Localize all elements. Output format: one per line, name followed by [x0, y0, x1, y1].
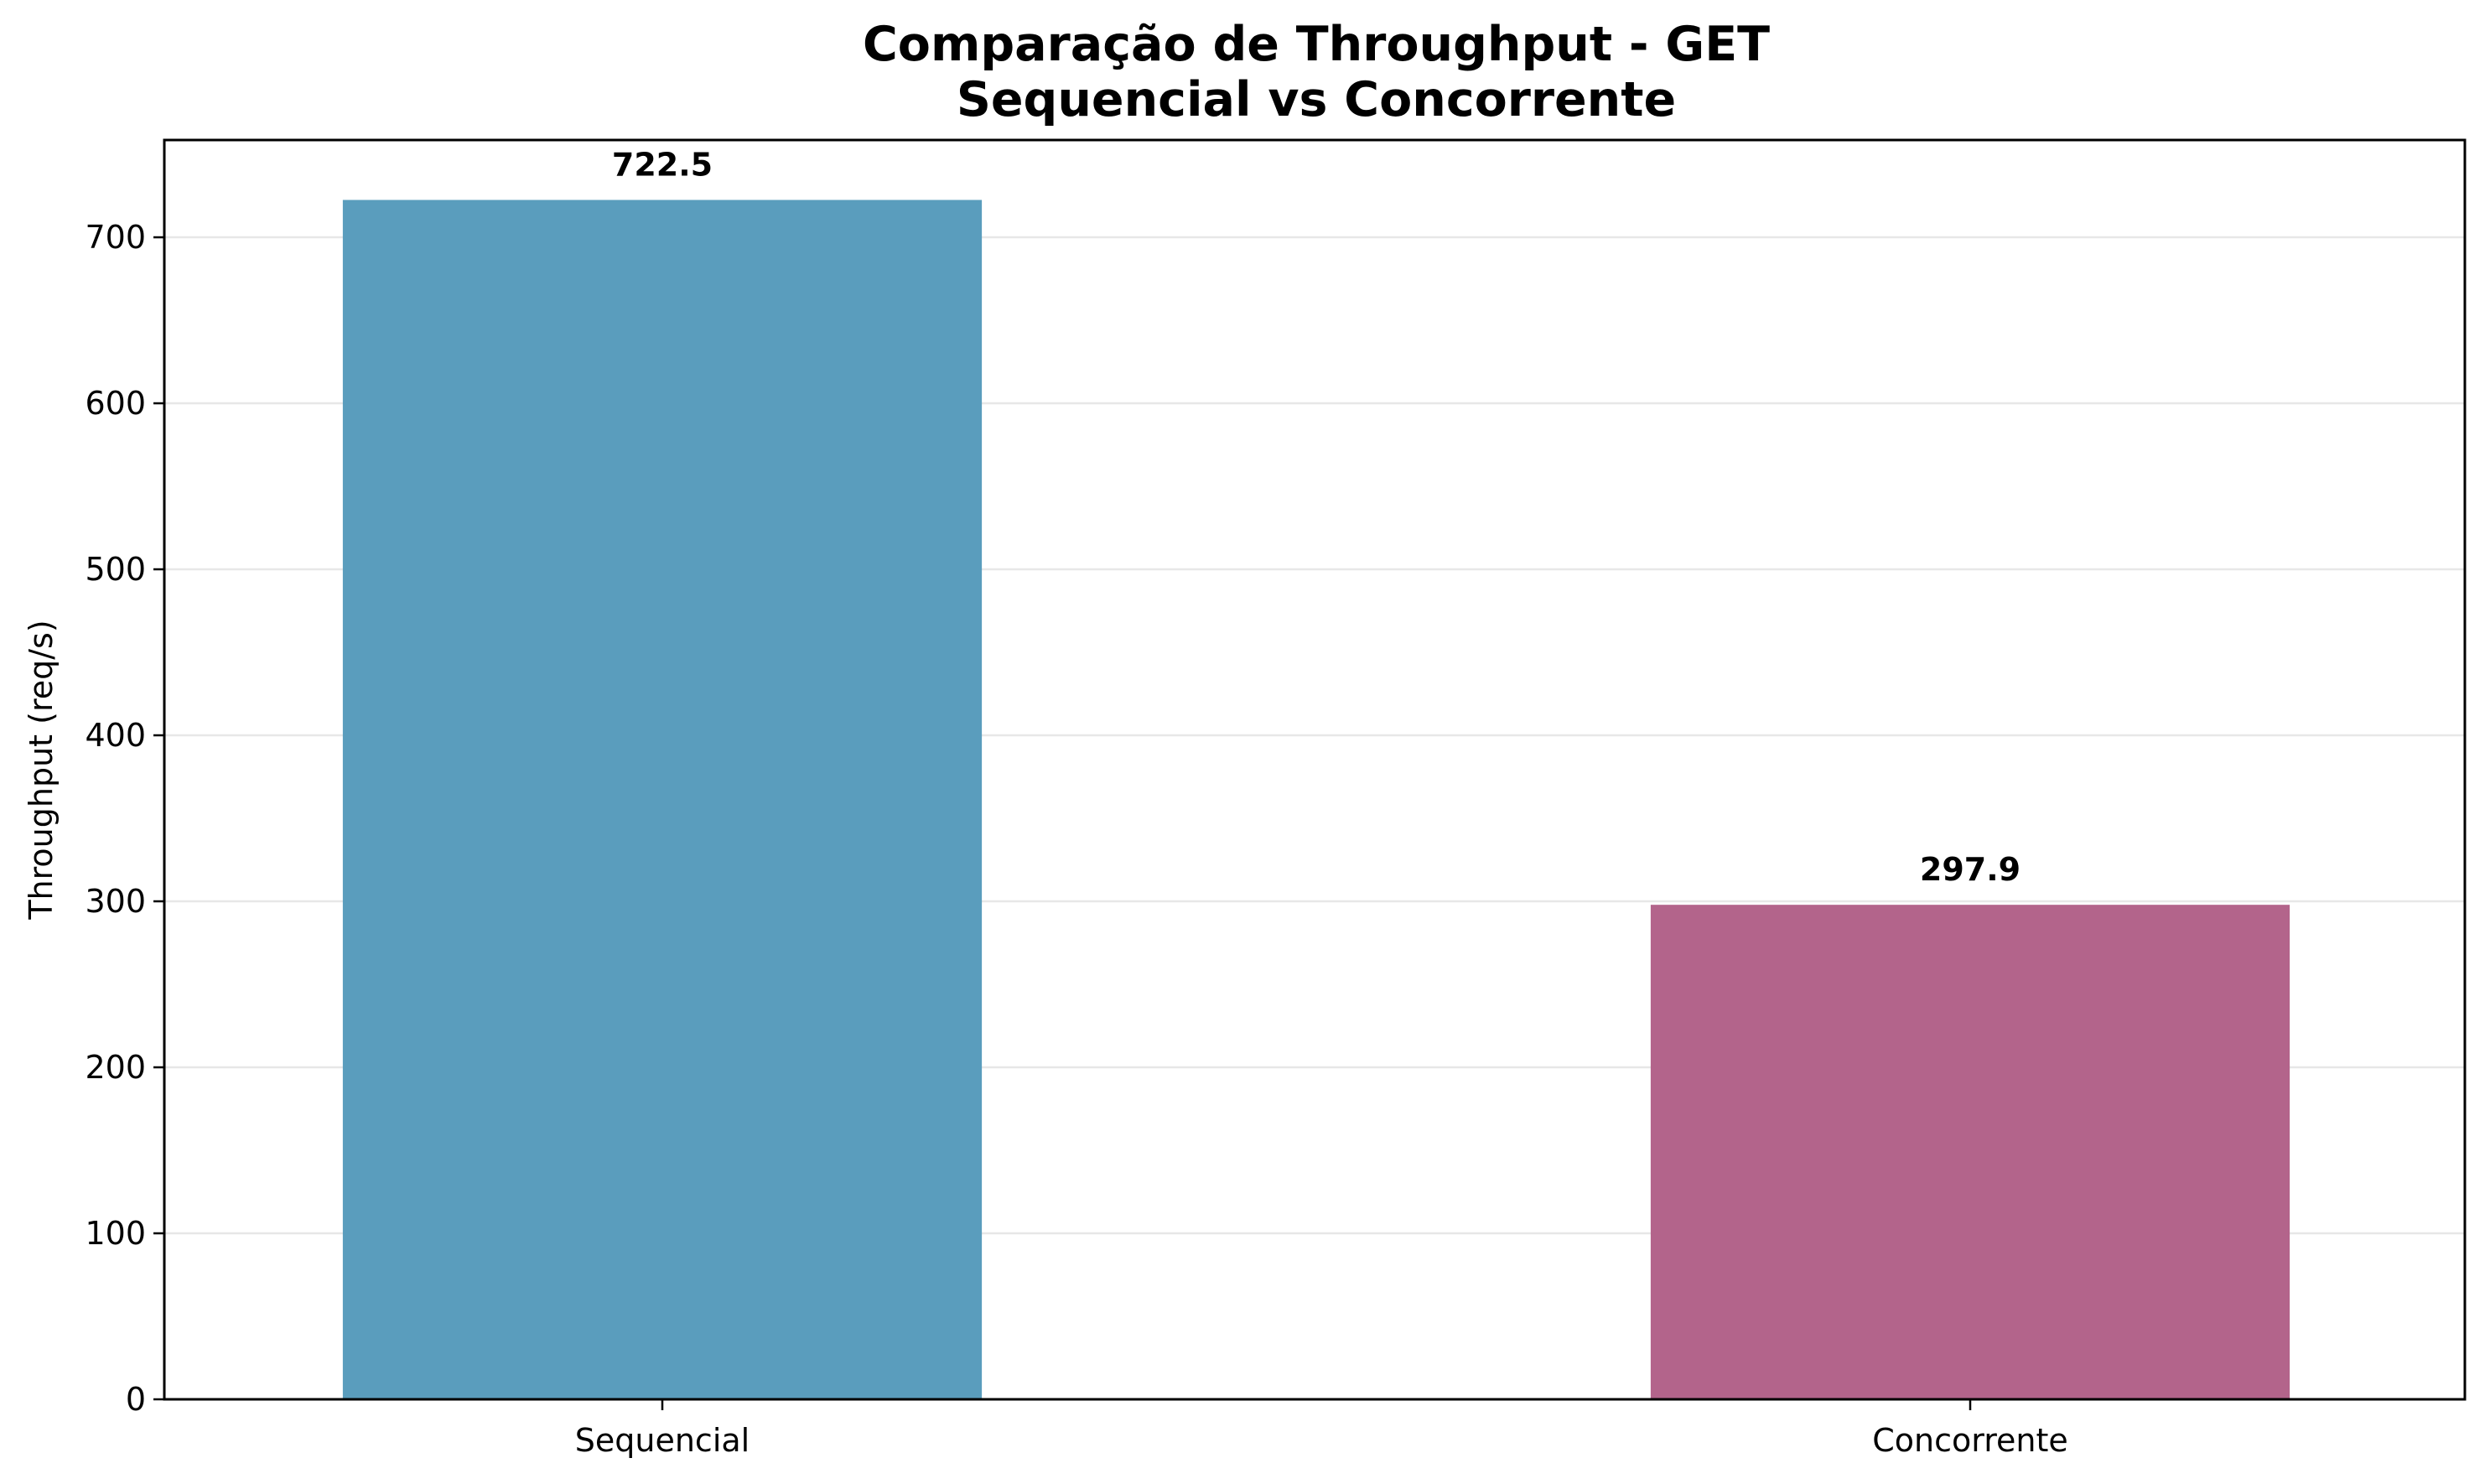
x-tick-label: Concorrente	[1872, 1422, 2068, 1459]
y-tick-label: 700	[85, 219, 146, 256]
y-tick-label: 500	[85, 551, 146, 588]
x-tick-label: Sequencial	[575, 1422, 750, 1459]
bar-value-label: 297.9	[1920, 851, 2021, 888]
bars	[342, 200, 2290, 1399]
y-axis-label: Throughput (req/s)	[23, 620, 60, 920]
plot-area-frame	[163, 138, 2467, 1401]
chart-title: Comparação de Throughput - GET Sequencia…	[863, 17, 1770, 127]
y-tick-label: 0	[126, 1381, 146, 1418]
bar-sequencial	[342, 200, 983, 1399]
y-tick-label: 300	[85, 883, 146, 920]
x-axis: Sequencial Concorrente	[575, 1399, 2068, 1459]
y-tick-label: 400	[85, 717, 146, 754]
y-tick-label: 600	[85, 385, 146, 422]
bar-concorrente	[1650, 905, 2290, 1399]
y-tick-label: 100	[85, 1215, 146, 1252]
y-tick-label: 200	[85, 1049, 146, 1086]
bar-value-labels: 722.5 297.9	[612, 146, 2021, 888]
chart-title-line-1: Comparação de Throughput - GET	[863, 17, 1770, 72]
y-axis: 0 100 200 300 400 500 600 700	[85, 219, 164, 1418]
bar-value-label: 722.5	[612, 146, 713, 183]
chart-title-line-2: Sequencial vs Concorrente	[957, 72, 1676, 127]
